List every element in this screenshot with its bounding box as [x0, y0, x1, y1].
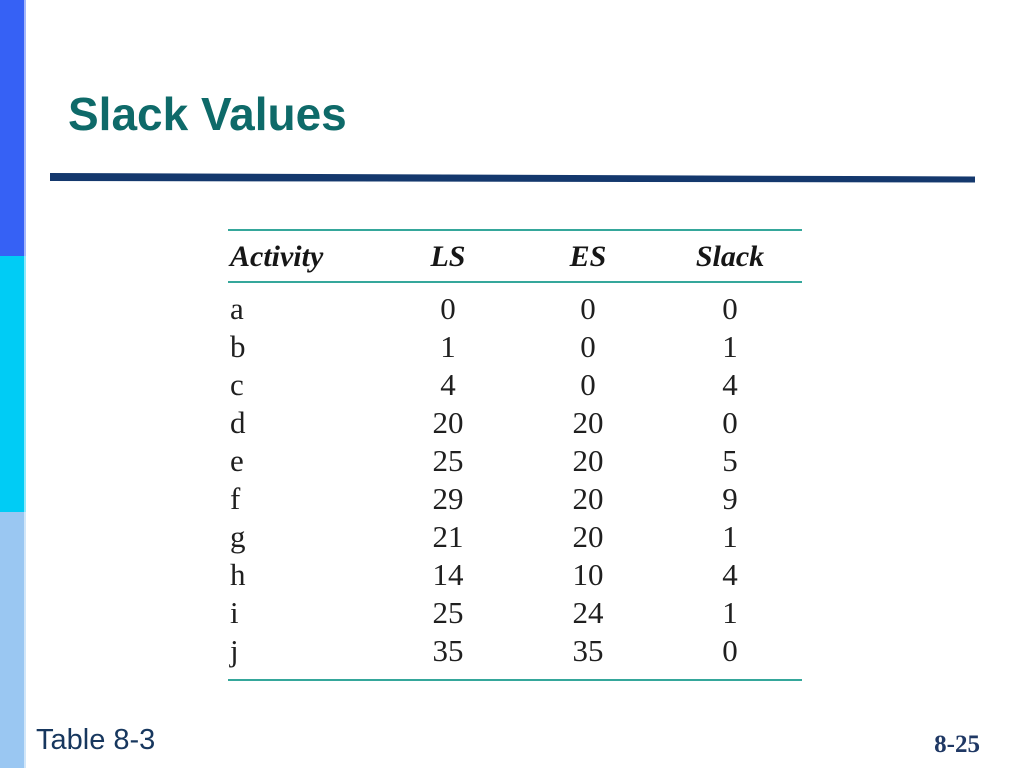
table-cell-activity: h: [230, 557, 246, 592]
table-cell-slack: 1: [722, 519, 738, 554]
table-cell-es: 0: [580, 329, 596, 364]
table-cell-slack: 0: [722, 405, 738, 440]
table-cell-ls: 29: [432, 481, 464, 516]
slide-title: Slack Values: [68, 88, 347, 140]
table-cell-es: 20: [572, 443, 604, 478]
table-cell-ls: 25: [432, 443, 464, 478]
table-header-row: Activity LS ES Slack: [228, 229, 802, 283]
table-body: a 0 0 0 b 1 0 1 c 4 0 4 d 20 20 0 e 25 20 5 f 29 20 9 g 21 20 1 h 14 1…: [228, 282, 802, 680]
table-row: j 35 35 0: [228, 632, 802, 680]
table-row: d 20 20 0: [228, 404, 802, 442]
table-row: b 1 0 1: [228, 328, 802, 366]
table-cell-slack: 4: [722, 367, 738, 402]
table-cell-activity: i: [230, 595, 239, 630]
table-cell-es: 35: [572, 633, 604, 668]
table-cell-es: 20: [572, 405, 604, 440]
table-cell-ls: 25: [432, 595, 464, 630]
sidebar-band-light-blue: [0, 512, 26, 768]
column-header-es: ES: [518, 229, 658, 283]
table-cell-activity: e: [230, 443, 244, 478]
sidebar-color-bar: [0, 0, 26, 768]
table-cell-es: 0: [580, 291, 596, 326]
table-cell-ls: 0: [440, 291, 456, 326]
table-cell-activity: b: [230, 329, 246, 364]
table-cell-slack: 4: [722, 557, 738, 592]
table-cell-ls: 1: [440, 329, 456, 364]
table-cell-es: 0: [580, 367, 596, 402]
table-row: e 25 20 5: [228, 442, 802, 480]
table-cell-ls: 35: [432, 633, 464, 668]
sidebar-band-royal-blue: [0, 0, 26, 256]
table-cell-ls: 14: [432, 557, 464, 592]
table-cell-slack: 0: [722, 633, 738, 668]
table-cell-activity: a: [230, 291, 244, 326]
table-cell-slack: 1: [722, 595, 738, 630]
table-cell-slack: 0: [722, 291, 738, 326]
table-row: f 29 20 9: [228, 480, 802, 518]
table-row: i 25 24 1: [228, 594, 802, 632]
table-cell-activity: j: [230, 633, 239, 668]
title-divider-rule: [50, 173, 975, 183]
table-cell-ls: 4: [440, 367, 456, 402]
column-header-activity: Activity: [228, 229, 378, 283]
slack-values-table: Activity LS ES Slack a 0 0 0 b 1 0 1 c 4 0 4 d 20 20 0 e…: [228, 229, 802, 681]
table-cell-es: 20: [572, 481, 604, 516]
table-row: c 4 0 4: [228, 366, 802, 404]
table-cell-slack: 1: [722, 329, 738, 364]
sidebar-band-cyan: [0, 256, 26, 512]
table-cell-activity: c: [230, 367, 244, 402]
table-row: h 14 10 4: [228, 556, 802, 594]
slack-table: Activity LS ES Slack a 0 0 0 b 1 0 1 c 4 0 4 d 20 20 0 e…: [228, 229, 802, 681]
table-cell-es: 24: [572, 595, 604, 630]
column-header-ls: LS: [378, 229, 518, 283]
table-cell-activity: g: [230, 519, 246, 554]
table-header: Activity LS ES Slack: [228, 229, 802, 283]
table-cell-ls: 21: [432, 519, 464, 554]
column-header-slack: Slack: [658, 229, 802, 283]
table-cell-es: 20: [572, 519, 604, 554]
table-cell-slack: 9: [722, 481, 738, 516]
table-cell-activity: d: [230, 405, 246, 440]
table-caption: Table 8-3: [36, 724, 156, 756]
table-row: g 21 20 1: [228, 518, 802, 556]
table-cell-ls: 20: [432, 405, 464, 440]
page-number: 8-25: [934, 731, 980, 758]
table-cell-slack: 5: [722, 443, 738, 478]
table-cell-activity: f: [230, 481, 241, 516]
table-cell-es: 10: [572, 557, 604, 592]
table-row: a 0 0 0: [228, 282, 802, 328]
